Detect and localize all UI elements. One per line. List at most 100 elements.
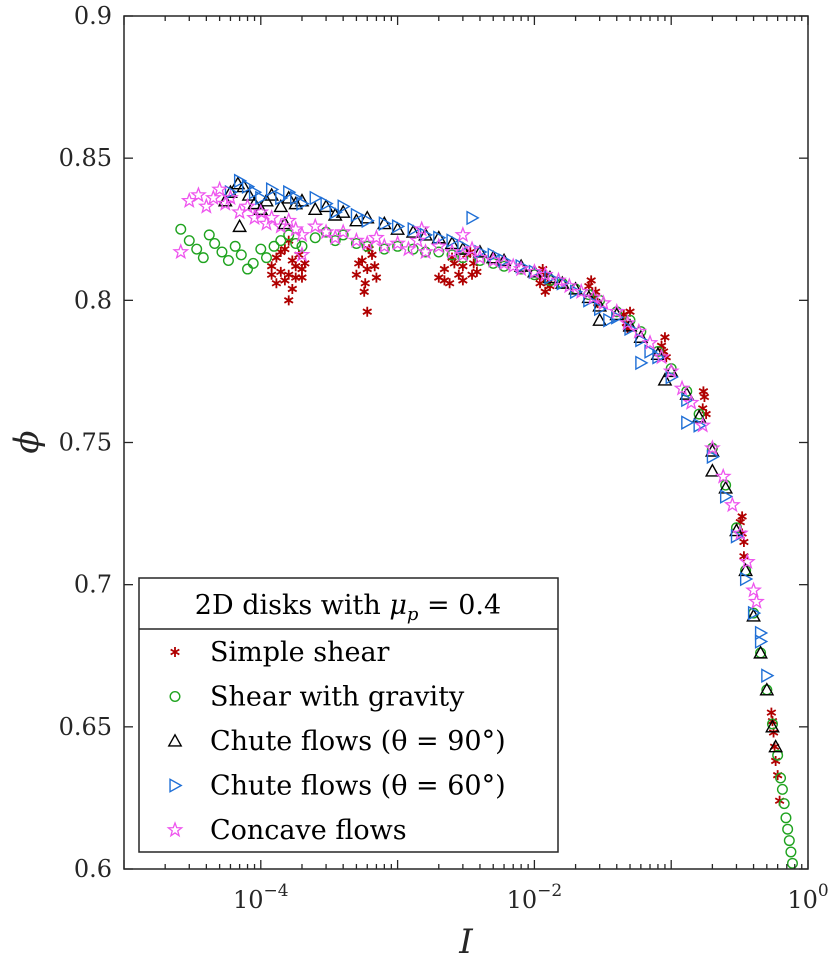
data-point <box>653 348 670 365</box>
data-point <box>235 249 247 261</box>
data-point <box>407 221 421 237</box>
data-point <box>376 215 392 230</box>
data-point <box>290 261 301 272</box>
legend-marker <box>166 821 184 838</box>
data-point <box>247 257 259 269</box>
data-point <box>512 260 530 277</box>
data-point <box>703 439 721 456</box>
data-point <box>738 553 756 570</box>
data-point <box>419 227 434 243</box>
data-point <box>463 240 481 257</box>
data-points <box>172 173 798 869</box>
data-point <box>217 193 233 207</box>
data-point <box>337 199 351 214</box>
data-point <box>644 344 658 359</box>
legend-entry: Concave flows <box>166 815 407 846</box>
legend: 2D disks with μp = 0.4 Simple shear Shear… <box>138 577 559 853</box>
data-point <box>663 363 679 378</box>
data-point <box>679 386 695 400</box>
data-point <box>266 261 277 272</box>
data-point <box>183 235 195 247</box>
data-point <box>271 278 282 289</box>
data-point <box>347 231 365 248</box>
data-point <box>417 243 434 260</box>
data-point <box>550 271 567 288</box>
data-point <box>197 252 209 264</box>
legend-label: Concave flows <box>210 815 407 846</box>
y-tick-labels: 0.6 0.65 0.7 0.75 0.8 0.85 0.9 <box>59 2 112 883</box>
data-point <box>329 204 343 220</box>
series-5 <box>172 180 765 609</box>
data-point <box>362 264 373 275</box>
data-point <box>766 707 777 718</box>
legend-label: Chute flows (θ = 60°) <box>210 771 506 802</box>
data-point <box>297 272 307 283</box>
data-point <box>778 798 790 810</box>
legend-title: 2D disks with μp = 0.4 <box>195 590 501 625</box>
data-point <box>413 220 431 237</box>
data-point <box>283 295 294 306</box>
data-point <box>430 237 448 254</box>
data-point <box>378 243 390 255</box>
x-axis-label: I <box>458 922 473 960</box>
data-point <box>572 282 590 300</box>
data-point <box>361 213 375 229</box>
data-point <box>662 362 680 379</box>
data-point <box>350 237 362 249</box>
data-point <box>293 226 311 243</box>
data-point <box>255 243 267 255</box>
data-point <box>504 257 522 274</box>
data-point <box>223 184 238 198</box>
data-point <box>761 668 775 684</box>
data-point <box>296 240 308 252</box>
data-point <box>276 247 286 257</box>
legend-entries: Simple shear Shear with gravity Chute flow… <box>166 637 506 846</box>
data-point <box>753 645 768 659</box>
data-point <box>290 237 302 249</box>
data-point <box>224 184 239 200</box>
data-point <box>723 496 741 513</box>
data-point <box>241 179 256 194</box>
data-point <box>418 227 433 241</box>
data-point <box>287 283 298 294</box>
data-point <box>283 184 297 200</box>
data-point <box>693 408 705 420</box>
y-tick-label: 0.65 <box>59 713 112 741</box>
data-point <box>495 254 513 271</box>
data-point <box>745 581 763 598</box>
data-point <box>389 234 407 251</box>
data-point <box>542 269 558 284</box>
data-point <box>569 284 584 300</box>
data-point <box>681 415 695 430</box>
data-point <box>275 235 287 247</box>
data-point <box>699 392 710 403</box>
data-point <box>770 755 781 766</box>
data-point <box>253 201 269 216</box>
data-point <box>603 312 617 328</box>
data-point <box>780 812 792 824</box>
data-point <box>467 269 477 280</box>
data-point <box>209 237 221 249</box>
data-point <box>353 258 364 269</box>
data-point <box>619 314 637 331</box>
data-point <box>293 245 311 263</box>
data-point <box>766 718 778 730</box>
data-point <box>378 216 392 231</box>
data-point <box>772 749 784 761</box>
data-point <box>407 243 419 255</box>
data-point <box>540 286 551 297</box>
data-point <box>266 269 277 280</box>
legend-marker <box>169 691 181 703</box>
data-point <box>748 592 765 609</box>
x-tick-labels: 10−4 10−2 100 <box>233 881 829 914</box>
data-point <box>391 219 406 234</box>
data-point <box>359 286 369 297</box>
legend-marker <box>169 778 183 793</box>
data-point <box>309 190 323 206</box>
data-point <box>329 235 341 247</box>
data-point <box>204 189 222 206</box>
data-point <box>242 263 254 275</box>
data-point <box>466 210 480 226</box>
data-point <box>369 261 380 272</box>
